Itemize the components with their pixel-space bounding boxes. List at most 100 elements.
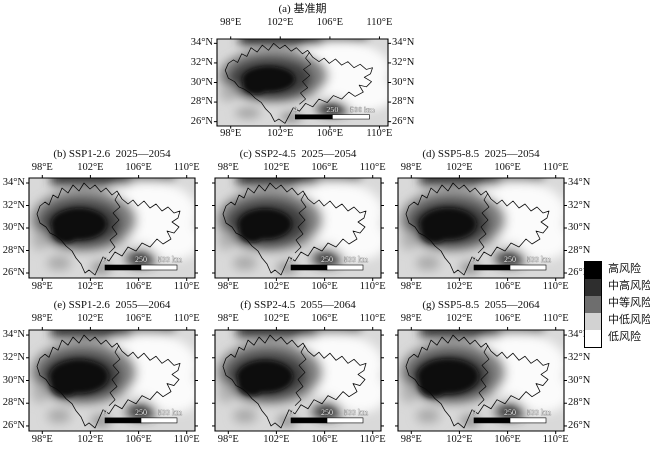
- panel-g-axis-label-x: 102°E: [446, 313, 473, 324]
- legend-swatch: [585, 330, 601, 347]
- panel-a-axis-label-x: 106°E: [316, 17, 344, 28]
- panel-a-axis-label-y: 32°N: [190, 56, 213, 68]
- panel-d-axis-label-x: 102°E: [446, 162, 473, 173]
- legend-label-list: 高风险 中高风险 中等风险 中低风险 低风险: [608, 261, 650, 346]
- scale-bar-label: 250: [326, 106, 339, 114]
- province-outline: [405, 334, 550, 429]
- panel-b-axis-label-x: 106°E: [125, 281, 152, 292]
- scale-bar-label: 250: [504, 408, 516, 417]
- scale-bar-label: 500 km: [350, 106, 375, 114]
- panel-b-axis-label-x: 106°E: [125, 162, 152, 173]
- inner-boundary: [108, 192, 121, 254]
- scale-bar-label: 0: [293, 106, 297, 114]
- panel-c-title: (c) SSP2-4.5 2025—2054: [239, 148, 357, 160]
- panel-e-axis-label-y: 32°N: [2, 351, 25, 363]
- panel-d-axis-label-x: 98°E: [400, 162, 422, 173]
- panel-g-axis-label-x: 106°E: [494, 313, 521, 324]
- scale-bar-label: 500 km: [344, 255, 369, 264]
- map-frame: [26, 327, 198, 434]
- panel-a-axis-label-x: 98°E: [220, 128, 242, 139]
- risk-raster: 0 250 500 km: [398, 330, 564, 431]
- scale-bar-label: 500 km: [527, 408, 552, 417]
- panel-c-map: 0 250 500 km: [215, 178, 381, 278]
- legend-label: 中低风险: [608, 314, 650, 326]
- panel-a-axis-label-y: 30°N: [190, 76, 213, 88]
- panel-g-axis-label-x: 110°E: [542, 313, 569, 324]
- panel-f-axis-label-x: 102°E: [263, 313, 290, 324]
- province-outline: [222, 182, 367, 276]
- legend-swatch: [585, 313, 601, 330]
- panel-d-axis-label-x: 106°E: [494, 281, 521, 292]
- province-outline: [36, 182, 181, 276]
- legend-swatch: [585, 279, 601, 296]
- risk-legend: 高风险 中高风险 中等风险 中低风险 低风险: [584, 261, 650, 348]
- risk-raster: 0 250 500 km: [215, 178, 381, 278]
- inner-boundary: [299, 51, 312, 105]
- risk-raster: 0 250 500 km: [217, 39, 388, 126]
- scale-bar-label: 500 km: [344, 408, 369, 417]
- scale-bar-label: 250: [321, 408, 333, 417]
- scale-bar-label: 500 km: [158, 408, 183, 417]
- scale-bar-label: 0: [103, 408, 107, 417]
- panel-f-axis-label-x: 98°E: [217, 434, 239, 445]
- panel-f-title: (f) SSP2-4.5 2055—2064: [240, 299, 356, 311]
- scale-bar-label: 0: [103, 255, 107, 264]
- panel-d-axis-label-x: 106°E: [494, 162, 521, 173]
- legend-label: 高风险: [608, 263, 641, 275]
- province-outline: [224, 43, 373, 124]
- panel-b-axis-label-x: 102°E: [77, 162, 104, 173]
- panel-a-axis-label-y: 34°N: [190, 37, 213, 49]
- map-frame: [395, 327, 567, 434]
- risk-raster: 0 250 500 km: [29, 178, 195, 278]
- panel-b-axis-label-y: 30°N: [2, 222, 25, 233]
- panel-a-axis-label-x: 98°E: [220, 17, 242, 28]
- inner-boundary: [294, 192, 307, 254]
- province-outline: [222, 334, 367, 429]
- risk-raster: 0 250 500 km: [29, 330, 195, 431]
- panel-d-axis-label-x: 110°E: [542, 162, 569, 173]
- scale-bar-label: 0: [472, 408, 476, 417]
- panel-d-axis-label-x: 110°E: [542, 281, 569, 292]
- panel-e-axis-label-y: 28°N: [2, 397, 25, 409]
- map-canvas-g: 0 250 500 km: [398, 330, 564, 431]
- panel-e-map: 0 250 500 km: [29, 330, 195, 431]
- panel-d-map: 0 250 500 km: [398, 178, 564, 278]
- panel-g-title: (g) SSP5-8.5 2055—2064: [422, 299, 540, 311]
- panel-e-axis-label-x: 98°E: [31, 313, 53, 324]
- map-frame: [214, 36, 391, 128]
- panel-b-map: 0 250 500 km: [29, 178, 195, 278]
- panel-e-axis-label-y: 26°N: [2, 419, 25, 431]
- scale-bar: 0 250 500 km: [293, 106, 375, 120]
- panel-e-axis-label-x: 110°E: [173, 434, 200, 445]
- panel-e-axis-label-x: 98°E: [31, 434, 53, 445]
- panel-a-map: 0 250 500 km: [217, 39, 388, 126]
- panel-d-axis-label-y: 28°N: [568, 244, 591, 256]
- panel-a-axis-label-y: 26°N: [392, 115, 415, 127]
- scale-bar-label: 250: [135, 408, 147, 417]
- legend-label: 低风险: [608, 331, 641, 343]
- map-frame: [26, 175, 198, 281]
- panel-d-axis-label-y: 30°N: [568, 222, 591, 233]
- panel-b-axis-label-x: 98°E: [31, 162, 53, 173]
- scale-bar: 0 250 500 km: [472, 255, 552, 271]
- scale-bar-label: 0: [289, 408, 293, 417]
- map-frame: [212, 175, 384, 281]
- panel-g-axis-label-y: 26°N: [568, 419, 591, 431]
- panel-g-axis-label-y: 28°N: [568, 397, 591, 409]
- scale-bar-label: 0: [472, 255, 476, 264]
- panel-c-axis-label-x: 106°E: [311, 162, 338, 173]
- inner-boundary: [477, 192, 490, 254]
- panel-f-axis-label-x: 110°E: [359, 313, 386, 324]
- panel-e-axis-label-x: 110°E: [173, 313, 200, 324]
- map-frame: [212, 327, 384, 434]
- panel-b-axis-label-x: 102°E: [77, 281, 104, 292]
- panel-c-axis-label-x: 106°E: [311, 281, 338, 292]
- panel-e-axis-label-y: 30°N: [2, 374, 25, 386]
- panel-b-axis-label-y: 34°N: [2, 177, 25, 188]
- panel-g-axis-label-x: 102°E: [446, 434, 473, 445]
- panel-a-axis-label-y: 28°N: [392, 96, 415, 108]
- panel-c-axis-label-x: 102°E: [263, 162, 290, 173]
- panel-f-axis-label-x: 110°E: [359, 434, 386, 445]
- risk-raster: 0 250 500 km: [215, 330, 381, 431]
- panel-g-axis-label-y: 34°N: [568, 329, 591, 341]
